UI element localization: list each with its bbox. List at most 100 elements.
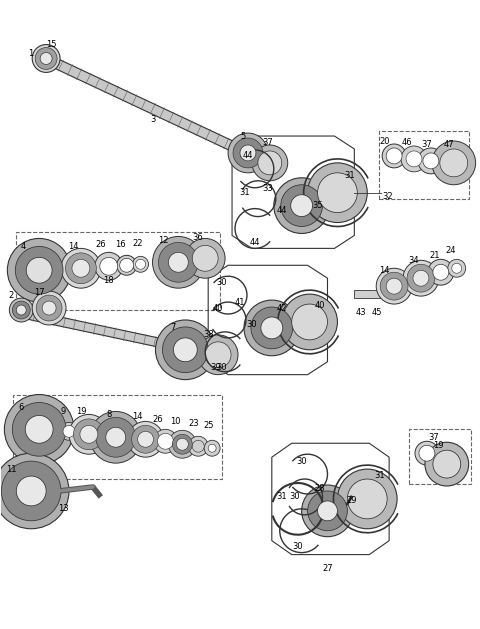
Circle shape <box>432 141 476 185</box>
Circle shape <box>192 245 218 271</box>
Text: 4: 4 <box>21 242 26 251</box>
Circle shape <box>419 445 435 461</box>
Circle shape <box>63 425 75 437</box>
Text: 30: 30 <box>217 363 228 372</box>
Text: 44: 44 <box>250 238 260 247</box>
Circle shape <box>433 450 461 478</box>
Circle shape <box>403 260 439 296</box>
Circle shape <box>204 440 220 456</box>
Circle shape <box>4 394 74 464</box>
Text: 28: 28 <box>314 484 325 494</box>
Circle shape <box>240 145 256 161</box>
Polygon shape <box>28 311 231 362</box>
Circle shape <box>168 252 188 272</box>
Circle shape <box>40 53 52 64</box>
Text: 12: 12 <box>158 236 168 245</box>
Circle shape <box>448 259 466 277</box>
Circle shape <box>132 257 148 272</box>
Circle shape <box>198 335 238 375</box>
Circle shape <box>281 185 323 226</box>
Text: 39: 39 <box>210 363 220 372</box>
Text: 15: 15 <box>46 40 56 49</box>
Circle shape <box>301 485 353 537</box>
Text: 29: 29 <box>346 496 357 506</box>
Circle shape <box>9 298 33 322</box>
Text: 3: 3 <box>150 114 155 124</box>
Circle shape <box>42 301 56 315</box>
Text: 38: 38 <box>203 330 214 340</box>
Text: 43: 43 <box>356 308 367 316</box>
Text: 11: 11 <box>6 465 17 474</box>
Circle shape <box>261 317 283 339</box>
Circle shape <box>16 305 26 315</box>
Circle shape <box>90 411 142 463</box>
Circle shape <box>282 294 337 350</box>
Circle shape <box>25 415 53 443</box>
Circle shape <box>173 338 197 362</box>
Text: 13: 13 <box>58 504 68 513</box>
Text: 40: 40 <box>314 301 325 309</box>
Circle shape <box>132 425 159 453</box>
Text: 24: 24 <box>445 246 456 255</box>
Circle shape <box>291 195 312 216</box>
Text: 27: 27 <box>322 564 333 573</box>
Circle shape <box>158 242 198 282</box>
Circle shape <box>73 419 104 450</box>
Circle shape <box>386 278 402 294</box>
Circle shape <box>1 461 61 521</box>
Text: 2: 2 <box>9 291 14 299</box>
Text: 16: 16 <box>115 240 126 249</box>
Circle shape <box>106 427 126 447</box>
Bar <box>354 290 386 298</box>
Circle shape <box>120 259 133 272</box>
Text: 20: 20 <box>379 136 389 145</box>
Circle shape <box>35 48 57 69</box>
Circle shape <box>274 178 329 233</box>
Text: 22: 22 <box>132 239 143 248</box>
Circle shape <box>308 163 367 223</box>
Circle shape <box>36 295 62 321</box>
Text: 31: 31 <box>344 171 355 181</box>
Circle shape <box>418 148 444 174</box>
Bar <box>409 430 471 484</box>
Circle shape <box>32 45 60 72</box>
Circle shape <box>61 248 101 288</box>
Circle shape <box>69 415 109 454</box>
Text: 46: 46 <box>402 138 412 147</box>
Bar <box>13 394 222 479</box>
Circle shape <box>233 138 263 168</box>
Circle shape <box>162 327 208 372</box>
Text: 31: 31 <box>374 470 384 479</box>
Text: 31: 31 <box>240 188 250 198</box>
Circle shape <box>172 434 192 454</box>
Circle shape <box>154 430 178 453</box>
Circle shape <box>415 442 439 465</box>
Circle shape <box>72 259 90 277</box>
Circle shape <box>228 133 268 173</box>
Text: 21: 21 <box>430 251 440 260</box>
Text: 37: 37 <box>263 138 273 147</box>
Text: 36: 36 <box>192 233 203 242</box>
Circle shape <box>413 270 429 286</box>
Circle shape <box>95 252 123 280</box>
Circle shape <box>428 259 454 285</box>
Circle shape <box>185 238 225 278</box>
Circle shape <box>16 476 46 506</box>
Text: 30: 30 <box>292 542 303 551</box>
Circle shape <box>251 307 293 349</box>
Circle shape <box>100 257 118 276</box>
Bar <box>379 131 468 199</box>
Circle shape <box>12 403 66 456</box>
Circle shape <box>15 247 63 294</box>
Polygon shape <box>54 59 270 167</box>
Text: 35: 35 <box>312 201 323 210</box>
Text: 45: 45 <box>372 308 383 316</box>
Text: 18: 18 <box>104 276 114 285</box>
Circle shape <box>136 259 145 269</box>
Circle shape <box>348 479 387 519</box>
Text: 26: 26 <box>96 240 106 249</box>
Circle shape <box>32 291 66 325</box>
Circle shape <box>60 422 78 440</box>
Text: 17: 17 <box>34 287 45 297</box>
Circle shape <box>12 301 30 319</box>
